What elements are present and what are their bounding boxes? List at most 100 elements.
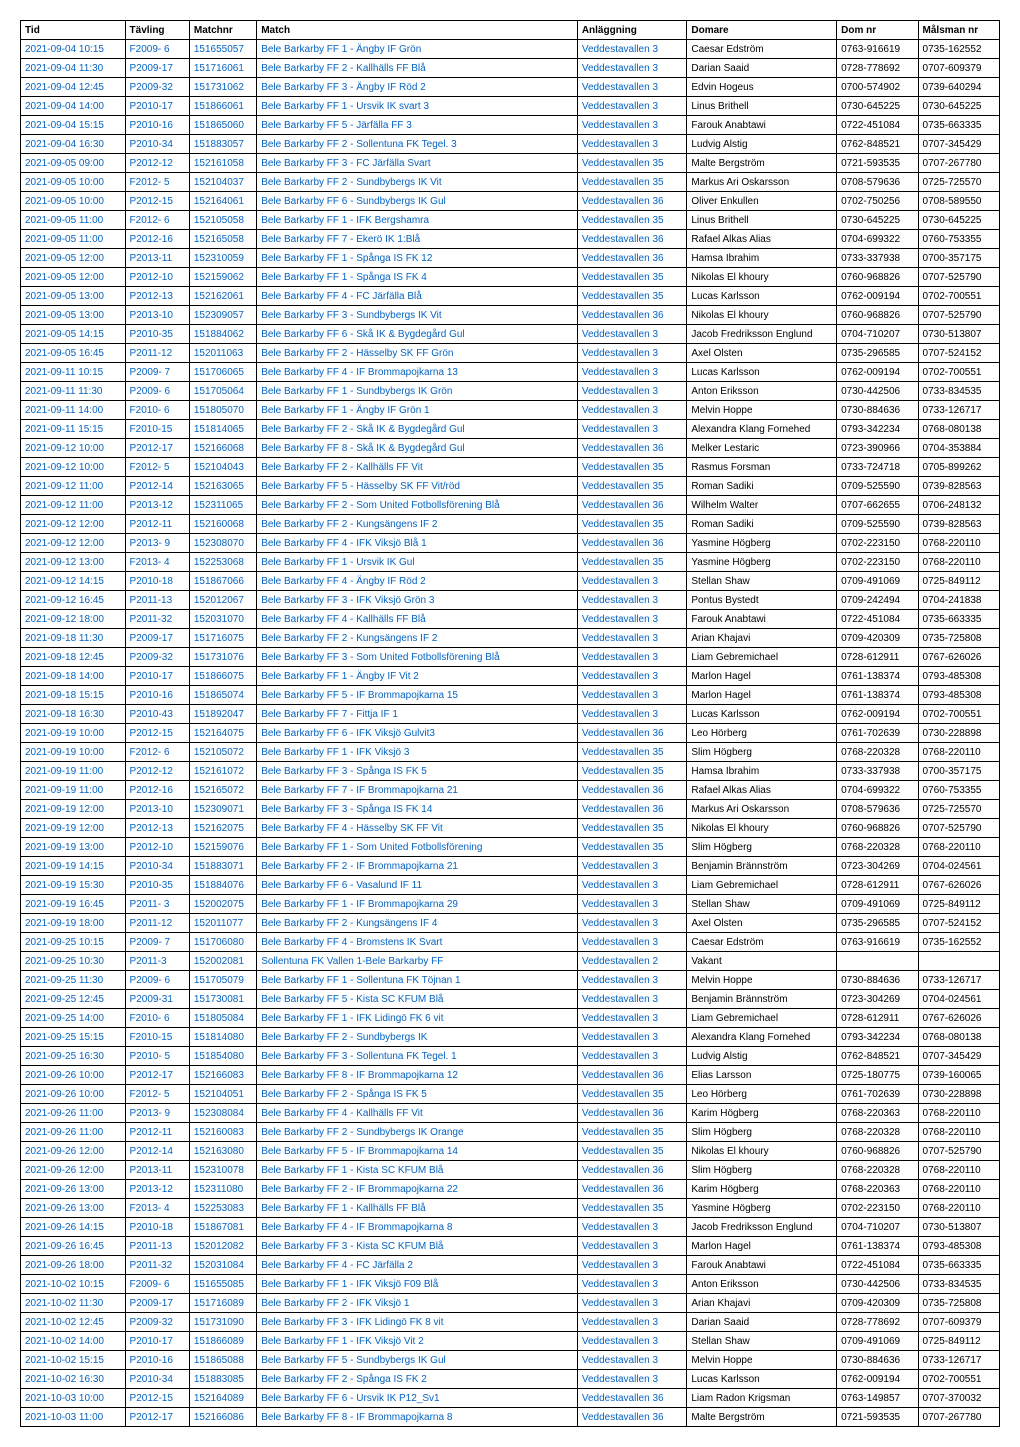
table-cell[interactable]: 2021-09-26 11:00 xyxy=(21,1104,126,1123)
table-cell[interactable]: 2021-09-12 11:00 xyxy=(21,496,126,515)
table-cell[interactable]: Bele Barkarby FF 6 - IFK Viksjö Gulvit3 xyxy=(257,724,578,743)
table-cell[interactable]: 151865088 xyxy=(189,1351,256,1370)
table-cell[interactable]: P2011-13 xyxy=(125,1237,189,1256)
table-cell[interactable]: 151884062 xyxy=(189,325,256,344)
table-cell[interactable]: 2021-09-19 12:00 xyxy=(21,800,126,819)
table-cell[interactable]: P2009-32 xyxy=(125,78,189,97)
table-cell[interactable]: Veddestavallen 36 xyxy=(577,1180,687,1199)
table-cell[interactable]: 151814065 xyxy=(189,420,256,439)
table-cell[interactable]: P2011-13 xyxy=(125,591,189,610)
table-cell[interactable]: 151705064 xyxy=(189,382,256,401)
table-cell[interactable]: P2012-12 xyxy=(125,154,189,173)
table-cell[interactable]: Bele Barkarby FF 4 - Kallhälls FF Vit xyxy=(257,1104,578,1123)
table-cell[interactable]: 151731062 xyxy=(189,78,256,97)
table-cell[interactable]: 2021-09-25 10:30 xyxy=(21,952,126,971)
table-cell[interactable]: Bele Barkarby FF 1 - Ängby IF Grön xyxy=(257,40,578,59)
table-cell[interactable]: Bele Barkarby FF 1 - IFK Viksjö 3 xyxy=(257,743,578,762)
table-cell[interactable]: Veddestavallen 3 xyxy=(577,705,687,724)
table-cell[interactable]: Bele Barkarby FF 2 - Sollentuna FK Tegel… xyxy=(257,135,578,154)
table-cell[interactable]: 2021-09-26 12:00 xyxy=(21,1161,126,1180)
table-cell[interactable]: Bele Barkarby FF 3 - IFK Lidingö FK 8 vi… xyxy=(257,1313,578,1332)
table-cell[interactable]: Veddestavallen 3 xyxy=(577,1009,687,1028)
table-cell[interactable]: 151706065 xyxy=(189,363,256,382)
table-cell[interactable]: 152105058 xyxy=(189,211,256,230)
table-cell[interactable]: P2010-35 xyxy=(125,325,189,344)
table-cell[interactable]: F2013- 4 xyxy=(125,553,189,572)
table-cell[interactable]: 151814080 xyxy=(189,1028,256,1047)
table-cell[interactable]: P2012-10 xyxy=(125,838,189,857)
table-cell[interactable]: Bele Barkarby FF 2 - Sundbybergs IK Vit xyxy=(257,173,578,192)
table-cell[interactable]: Veddestavallen 35 xyxy=(577,287,687,306)
table-cell[interactable]: 2021-09-26 14:15 xyxy=(21,1218,126,1237)
table-cell[interactable]: Veddestavallen 35 xyxy=(577,268,687,287)
table-cell[interactable]: 151731090 xyxy=(189,1313,256,1332)
table-cell[interactable]: Bele Barkarby FF 7 - IF Brommapojkarna 2… xyxy=(257,781,578,800)
table-cell[interactable]: Veddestavallen 3 xyxy=(577,401,687,420)
table-cell[interactable]: 2021-10-02 16:30 xyxy=(21,1370,126,1389)
table-cell[interactable]: 2021-09-26 10:00 xyxy=(21,1066,126,1085)
table-cell[interactable]: Veddestavallen 3 xyxy=(577,610,687,629)
table-cell[interactable]: Veddestavallen 3 xyxy=(577,325,687,344)
table-cell[interactable]: Bele Barkarby FF 5 - IF Brommapojkarna 1… xyxy=(257,1142,578,1161)
table-cell[interactable]: P2012-14 xyxy=(125,477,189,496)
table-cell[interactable]: 152011077 xyxy=(189,914,256,933)
table-cell[interactable]: P2009- 7 xyxy=(125,933,189,952)
table-cell[interactable]: 2021-09-26 12:00 xyxy=(21,1142,126,1161)
table-cell[interactable]: 152160068 xyxy=(189,515,256,534)
table-cell[interactable]: P2010-18 xyxy=(125,1218,189,1237)
table-cell[interactable]: P2010-16 xyxy=(125,686,189,705)
table-cell[interactable]: P2010-34 xyxy=(125,857,189,876)
table-cell[interactable]: Bele Barkarby FF 4 - Hässelby SK FF Vit xyxy=(257,819,578,838)
table-cell[interactable]: P2012-11 xyxy=(125,1123,189,1142)
table-cell[interactable]: P2012-16 xyxy=(125,230,189,249)
table-cell[interactable]: F2010- 6 xyxy=(125,1009,189,1028)
table-cell[interactable]: P2013-11 xyxy=(125,1161,189,1180)
table-cell[interactable]: P2011-32 xyxy=(125,1256,189,1275)
table-cell[interactable]: 152104037 xyxy=(189,173,256,192)
table-cell[interactable]: 2021-09-19 10:00 xyxy=(21,724,126,743)
table-cell[interactable]: 2021-09-05 14:15 xyxy=(21,325,126,344)
table-cell[interactable]: 2021-09-05 16:45 xyxy=(21,344,126,363)
table-cell[interactable]: Veddestavallen 3 xyxy=(577,1028,687,1047)
table-cell[interactable]: 2021-09-19 11:00 xyxy=(21,762,126,781)
table-cell[interactable]: Veddestavallen 35 xyxy=(577,1199,687,1218)
table-cell[interactable]: 2021-09-19 13:00 xyxy=(21,838,126,857)
table-cell[interactable]: Bele Barkarby FF 4 - FC Järfälla 2 xyxy=(257,1256,578,1275)
table-cell[interactable]: Veddestavallen 3 xyxy=(577,1351,687,1370)
table-cell[interactable]: Veddestavallen 3 xyxy=(577,857,687,876)
table-cell[interactable]: Bele Barkarby FF 4 - IF Brommapojkarna 1… xyxy=(257,363,578,382)
table-cell[interactable]: 152011063 xyxy=(189,344,256,363)
table-cell[interactable]: Bele Barkarby FF 4 - Bromstens IK Svart xyxy=(257,933,578,952)
table-cell[interactable]: P2011-3 xyxy=(125,952,189,971)
table-cell[interactable]: Bele Barkarby FF 1 - IFK Bergshamra xyxy=(257,211,578,230)
table-cell[interactable]: 2021-09-04 15:15 xyxy=(21,116,126,135)
table-cell[interactable]: 151716089 xyxy=(189,1294,256,1313)
table-cell[interactable]: Bele Barkarby FF 1 - Spånga IS FK 4 xyxy=(257,268,578,287)
table-cell[interactable]: Bele Barkarby FF 2 - Som United Fotbolls… xyxy=(257,496,578,515)
table-cell[interactable]: Bele Barkarby FF 7 - Ekerö IK 1:Blå xyxy=(257,230,578,249)
table-cell[interactable]: 2021-09-18 12:45 xyxy=(21,648,126,667)
table-cell[interactable]: 152012067 xyxy=(189,591,256,610)
table-cell[interactable]: P2011-12 xyxy=(125,344,189,363)
table-cell[interactable]: 2021-09-05 10:00 xyxy=(21,192,126,211)
table-cell[interactable]: Veddestavallen 3 xyxy=(577,591,687,610)
table-cell[interactable]: P2010- 5 xyxy=(125,1047,189,1066)
table-cell[interactable]: 152253068 xyxy=(189,553,256,572)
table-cell[interactable]: 2021-09-04 16:30 xyxy=(21,135,126,154)
table-cell[interactable]: 152031070 xyxy=(189,610,256,629)
table-cell[interactable]: F2012- 6 xyxy=(125,743,189,762)
table-cell[interactable]: Veddestavallen 3 xyxy=(577,1313,687,1332)
table-cell[interactable]: P2009- 7 xyxy=(125,363,189,382)
table-cell[interactable]: Veddestavallen 3 xyxy=(577,420,687,439)
table-cell[interactable]: P2010-17 xyxy=(125,1332,189,1351)
table-cell[interactable]: Bele Barkarby FF 5 - Hässelby SK FF Vit/… xyxy=(257,477,578,496)
table-cell[interactable]: 151866061 xyxy=(189,97,256,116)
table-cell[interactable]: P2012-10 xyxy=(125,268,189,287)
table-cell[interactable]: Bele Barkarby FF 2 - IF Brommapojkarna 2… xyxy=(257,1180,578,1199)
table-cell[interactable]: Veddestavallen 3 xyxy=(577,990,687,1009)
table-cell[interactable]: Bele Barkarby FF 2 - Hässelby SK FF Grön xyxy=(257,344,578,363)
table-cell[interactable]: F2012- 6 xyxy=(125,211,189,230)
table-cell[interactable]: 151705079 xyxy=(189,971,256,990)
table-cell[interactable]: P2012-11 xyxy=(125,515,189,534)
table-cell[interactable]: Bele Barkarby FF 3 - FC Järfälla Svart xyxy=(257,154,578,173)
